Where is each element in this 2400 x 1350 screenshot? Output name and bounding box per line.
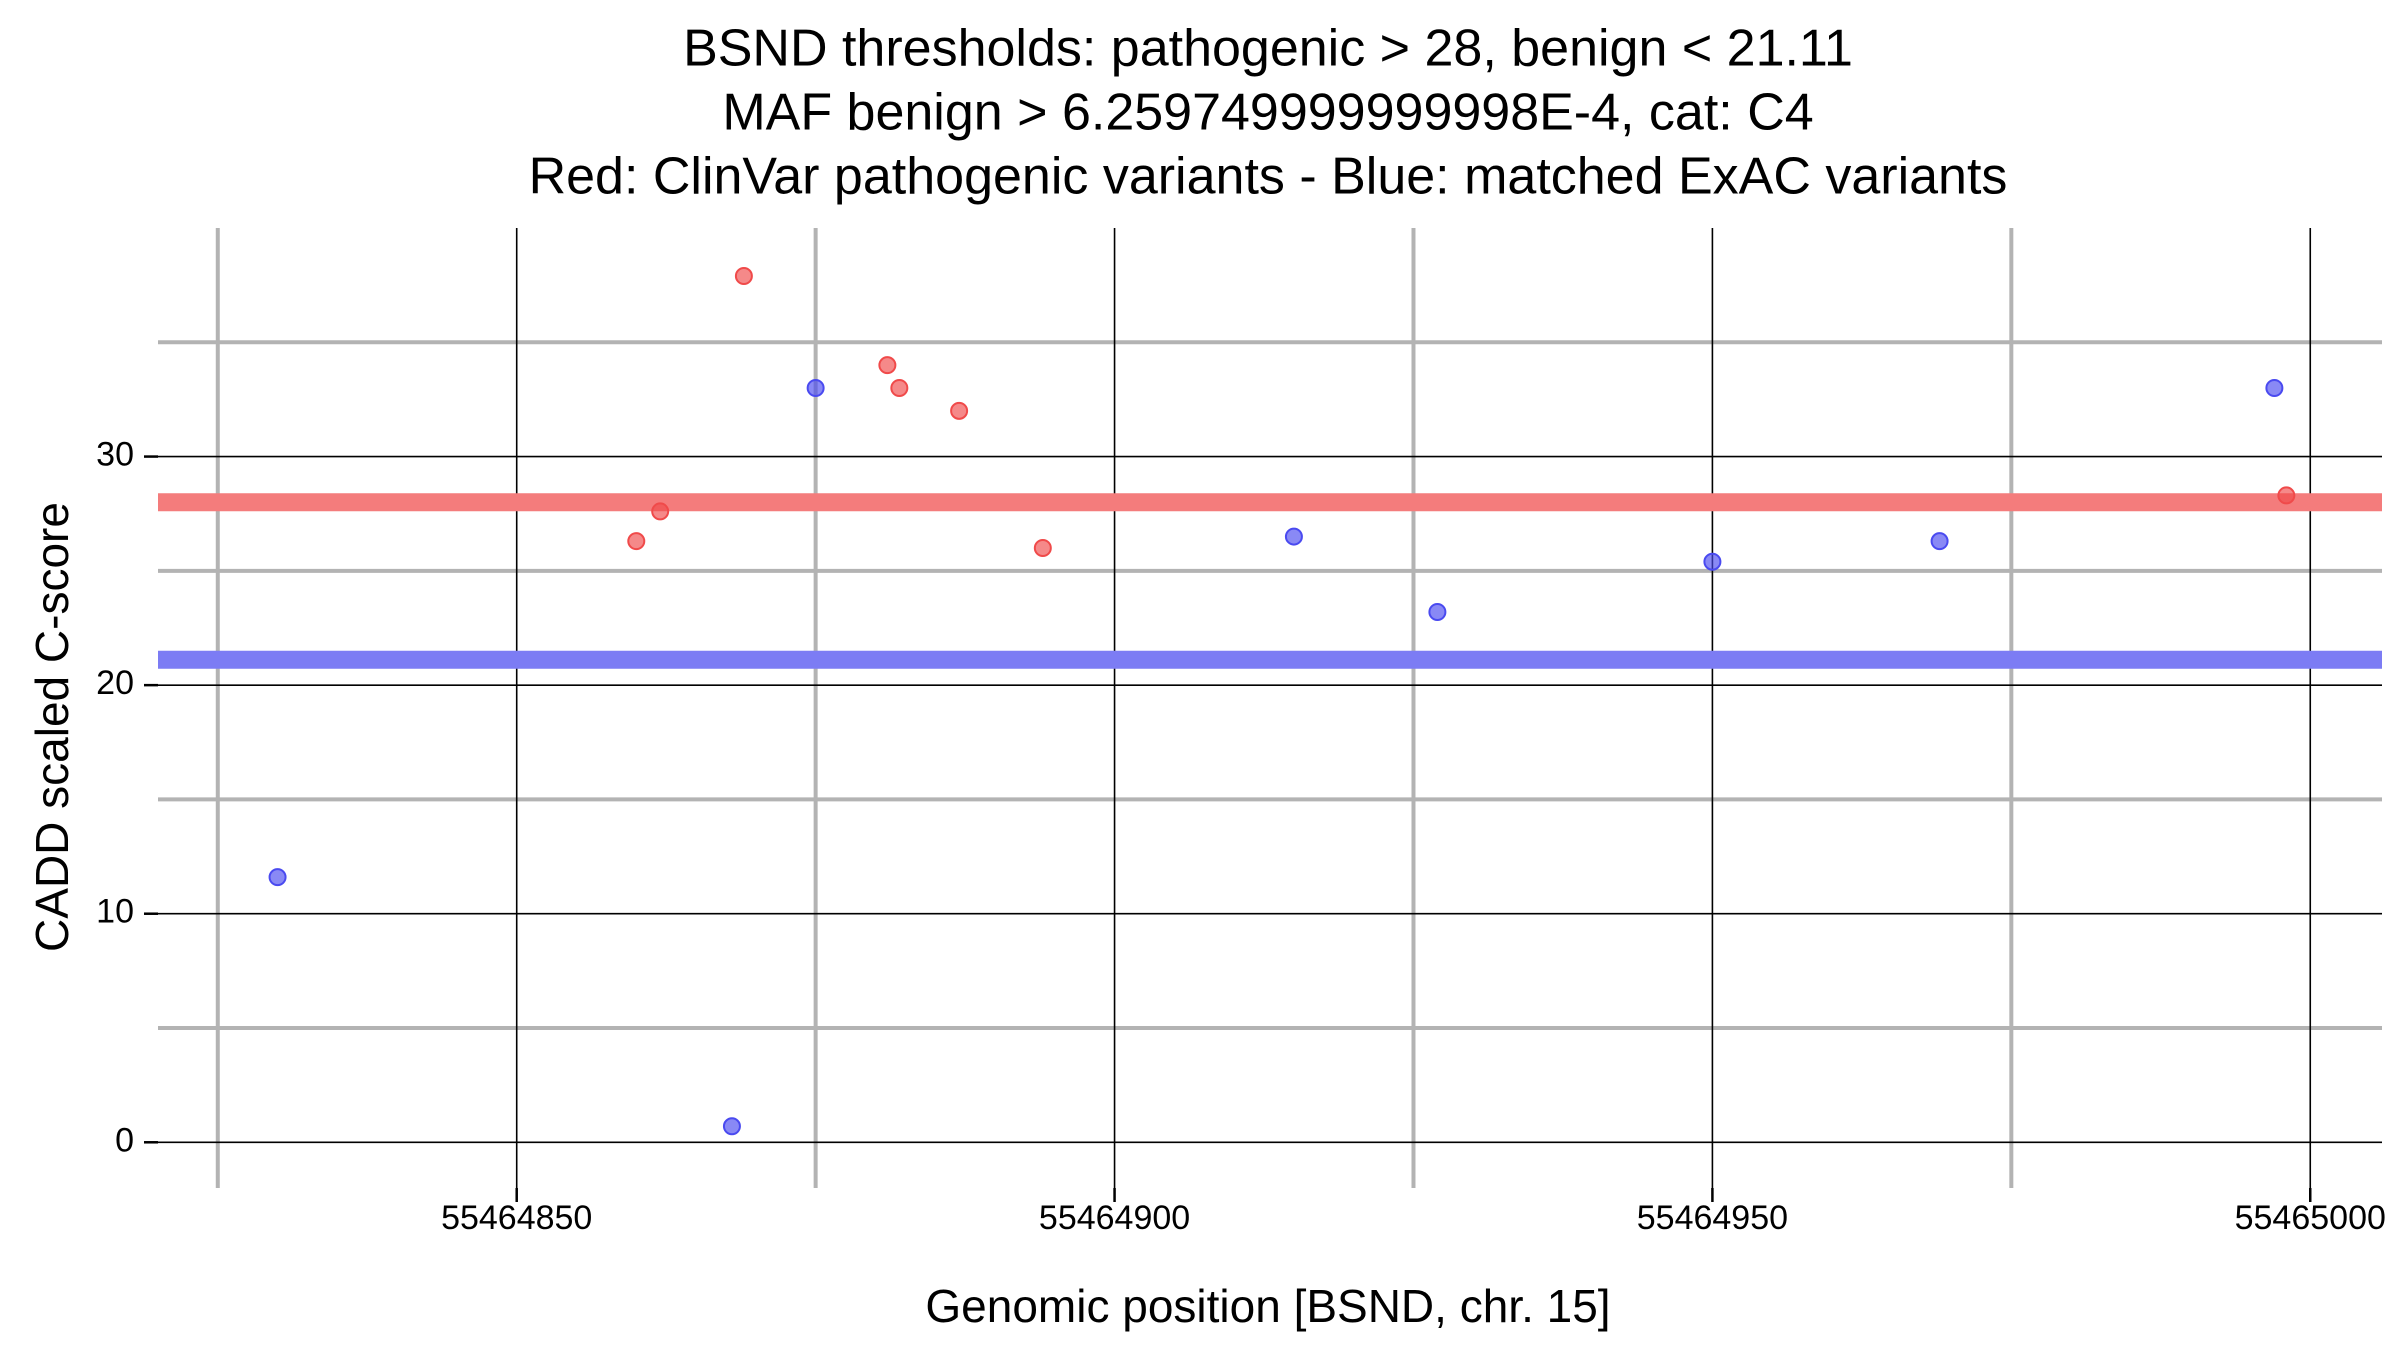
- data-point-series-1: [2277, 486, 2296, 505]
- data-point-series-2: [1703, 552, 1722, 571]
- data-point-series-1: [734, 267, 753, 285]
- data-points: [268, 267, 2296, 1136]
- data-point-series-2: [722, 1117, 741, 1136]
- x-axis-title: Genomic position [BSND, chr. 15]: [925, 1280, 1610, 1332]
- y-tick-label: 0: [115, 1121, 134, 1159]
- y-axis-title: CADD scaled C-score: [26, 502, 78, 952]
- data-point-series-2: [1284, 527, 1303, 546]
- x-tick-label: 55464950: [1637, 1199, 1788, 1237]
- data-point-series-2: [2265, 379, 2284, 397]
- data-point-series-1: [950, 401, 969, 420]
- x-tick-label: 55465000: [2235, 1199, 2386, 1237]
- data-point-series-1: [1033, 539, 1052, 557]
- chart-title-line: MAF benign > 6.259749999999998E-4, cat: …: [722, 84, 1813, 142]
- data-point-series-1: [651, 502, 670, 521]
- data-point-series-1: [890, 379, 909, 397]
- data-point-series-1: [627, 532, 646, 551]
- threshold-lines: [158, 493, 2382, 669]
- data-point-series-2: [1428, 603, 1447, 621]
- y-tick-label: 20: [96, 664, 134, 702]
- y-tick-label: 10: [96, 893, 134, 931]
- data-point-series-1: [878, 356, 897, 375]
- x-tick-label: 55464850: [441, 1199, 592, 1237]
- axes: 55464850 55464900 55464950 55465000 0 10 20 30: [96, 436, 2386, 1237]
- chart-title-line: BSND thresholds: pathogenic > 28, benign…: [683, 20, 1853, 78]
- chart-title-line: Red: ClinVar pathogenic variants - Blue:…: [529, 148, 2008, 206]
- chart-title: BSND thresholds: pathogenic > 28, benign…: [529, 20, 2008, 206]
- data-point-series-2: [1930, 532, 1949, 551]
- grid: [158, 228, 2382, 1188]
- x-tick-label: 55464900: [1039, 1199, 1190, 1237]
- data-point-series-2: [806, 379, 825, 397]
- data-point-series-2: [268, 868, 287, 887]
- y-tick-label: 30: [96, 436, 134, 474]
